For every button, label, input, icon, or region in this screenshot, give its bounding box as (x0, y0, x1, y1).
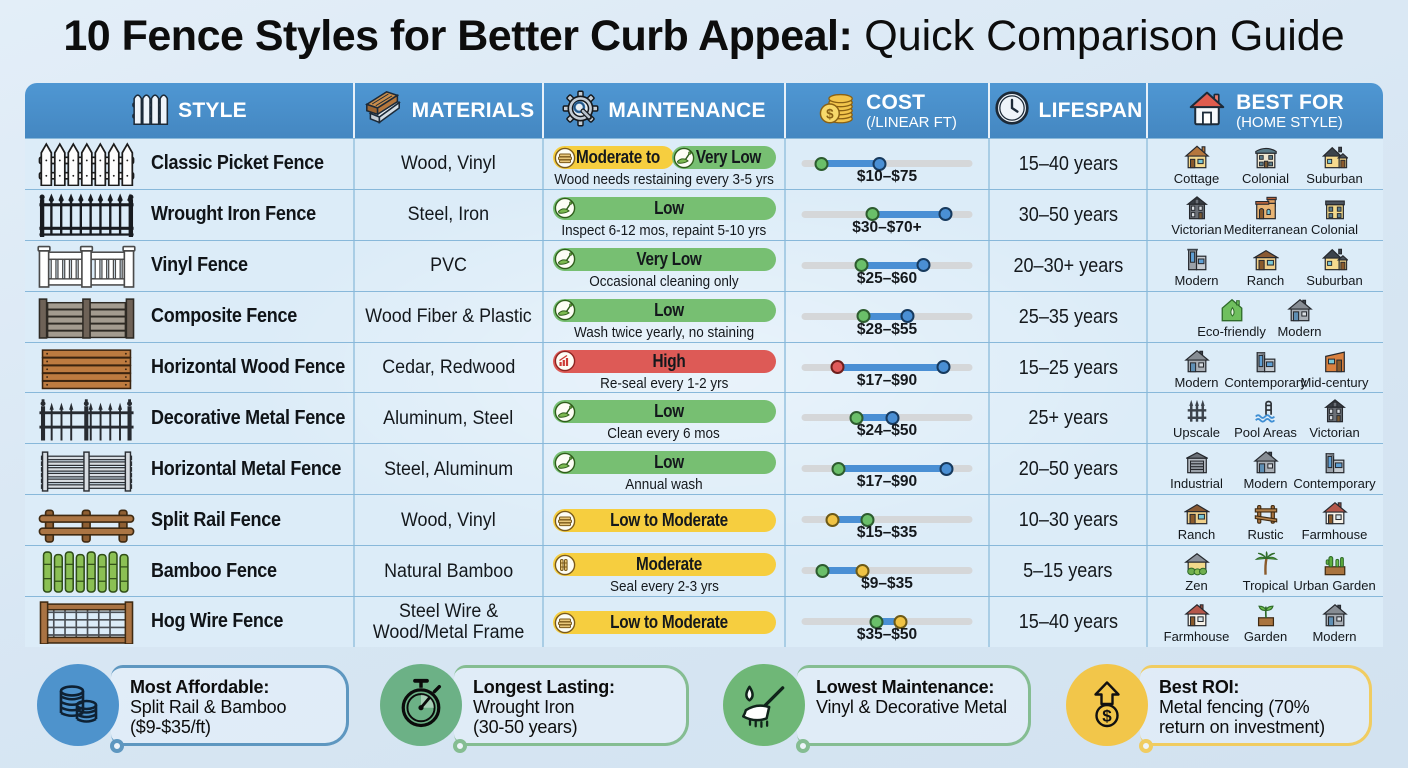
svg-text:$: $ (1102, 707, 1112, 726)
svg-text:$: $ (826, 106, 834, 121)
